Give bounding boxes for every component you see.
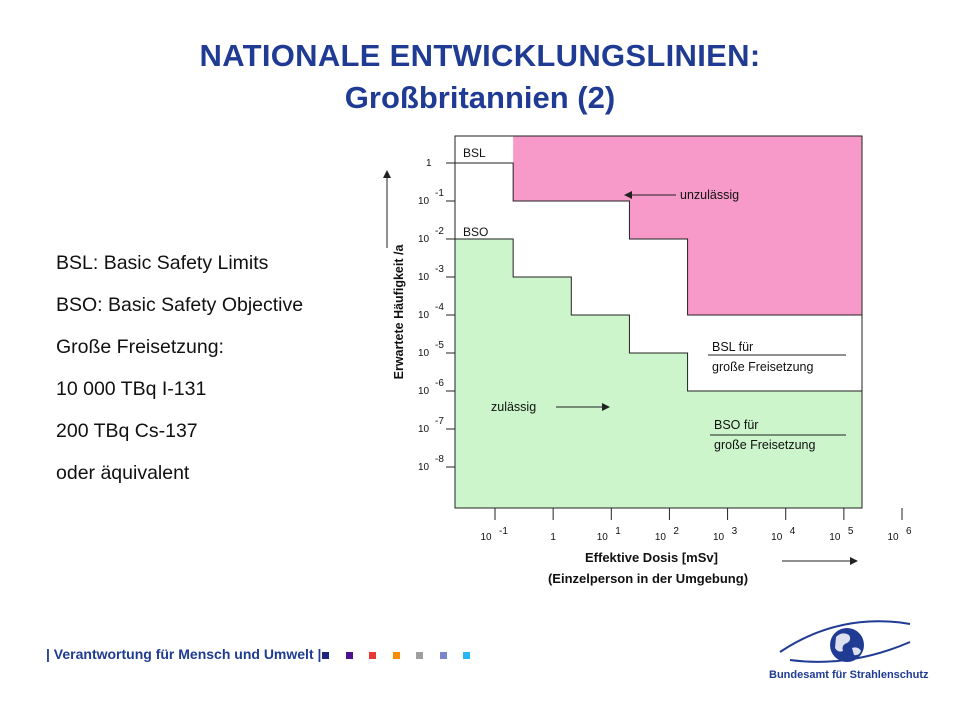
y-tick-exponent: -6 bbox=[435, 378, 444, 389]
bsl-large-release-label: BSL für bbox=[712, 340, 753, 354]
footer-slogan: | Verantwortung für Mensch und Umwelt | bbox=[46, 646, 322, 662]
y-tick-label: 10 bbox=[418, 462, 430, 473]
x-tick-label: 10 bbox=[887, 532, 899, 543]
logo-wordmark: Bundesamt für Strahlenschutz bbox=[769, 669, 929, 681]
slide-title: NATIONALE ENTWICKLUNGSLINIEN: bbox=[199, 38, 761, 73]
y-tick-exponent: -1 bbox=[435, 188, 444, 199]
legend-bso: BSO: Basic Safety Objective bbox=[56, 294, 304, 316]
footer-square bbox=[345, 652, 353, 659]
legend-large-release: Große Freisetzung: bbox=[56, 336, 224, 358]
y-tick-label: 10 bbox=[418, 386, 430, 397]
bsl-large-release-label-2: große Freisetzung bbox=[712, 360, 813, 374]
footer-square bbox=[392, 652, 400, 659]
x-tick-label: 10 bbox=[771, 532, 783, 543]
footer-square bbox=[322, 652, 329, 659]
unacceptable-region bbox=[513, 136, 862, 315]
x-tick-exponent: 2 bbox=[673, 526, 679, 537]
y-tick-label: 10 bbox=[418, 348, 430, 359]
y-tick-exponent: -7 bbox=[435, 416, 444, 427]
slide-subtitle: Großbritannien (2) bbox=[344, 80, 616, 115]
x-tick-label: 10 bbox=[829, 532, 841, 543]
x-tick-exponent: 6 bbox=[906, 526, 912, 537]
x-tick-exponent: 1 bbox=[615, 526, 621, 537]
footer-square bbox=[439, 652, 447, 659]
footer-square bbox=[416, 652, 423, 659]
y-tick-label: 1 bbox=[426, 158, 432, 169]
y-tick-exponent: -5 bbox=[435, 340, 444, 351]
footer-square bbox=[463, 652, 470, 659]
y-tick-exponent: -3 bbox=[435, 264, 444, 275]
legend-cs137: 200 TBq Cs-137 bbox=[56, 420, 198, 442]
unacceptable-label: unzulässig bbox=[680, 188, 739, 202]
acceptable-label: zulässig bbox=[491, 400, 536, 414]
bso-label: BSO bbox=[463, 225, 488, 239]
x-tick-label: 10 bbox=[597, 532, 609, 543]
acceptable-region bbox=[455, 239, 862, 508]
footer-square bbox=[369, 652, 376, 659]
bso-large-release-label: BSO für bbox=[714, 418, 758, 432]
y-tick-exponent: -4 bbox=[435, 302, 444, 313]
x-tick-exponent: 4 bbox=[790, 526, 796, 537]
y-tick-exponent: -2 bbox=[435, 226, 444, 237]
bsl-label: BSL bbox=[463, 146, 486, 160]
x-axis-label-2: (Einzelperson in der Umgebung) bbox=[548, 571, 748, 586]
legend-equivalent: oder äquivalent bbox=[56, 462, 190, 484]
y-tick-label: 10 bbox=[418, 424, 430, 435]
x-tick-exponent: 3 bbox=[732, 526, 738, 537]
globe-logo-icon bbox=[779, 620, 911, 663]
x-axis-label: Effektive Dosis [mSv] bbox=[585, 550, 718, 565]
legend-i131: 10 000 TBq I-131 bbox=[56, 378, 207, 400]
x-tick-label: 1 bbox=[550, 532, 556, 543]
x-tick-label: 10 bbox=[655, 532, 667, 543]
y-tick-label: 10 bbox=[418, 196, 430, 207]
bso-curve bbox=[455, 238, 862, 392]
bso-large-release-label-2: große Freisetzung bbox=[714, 438, 815, 452]
y-tick-label: 10 bbox=[418, 310, 430, 321]
y-tick-label: 10 bbox=[418, 272, 430, 283]
x-tick-exponent: -1 bbox=[499, 526, 508, 537]
y-tick-exponent: -8 bbox=[435, 454, 444, 465]
y-axis-arrowhead bbox=[383, 170, 391, 178]
bsl-curve bbox=[455, 162, 862, 316]
x-axis-arrowhead bbox=[850, 557, 858, 565]
x-tick-exponent: 5 bbox=[848, 526, 854, 537]
y-axis-label: Erwartete Häufigkeit /a bbox=[392, 244, 406, 380]
y-tick-label: 10 bbox=[418, 234, 430, 245]
x-tick-label: 10 bbox=[713, 532, 725, 543]
chart-frame bbox=[454, 135, 863, 509]
unacceptable-arrowhead bbox=[624, 191, 632, 199]
x-tick-label: 10 bbox=[480, 532, 492, 543]
acceptable-arrowhead bbox=[602, 403, 610, 411]
legend-bsl: BSL: Basic Safety Limits bbox=[56, 252, 269, 274]
